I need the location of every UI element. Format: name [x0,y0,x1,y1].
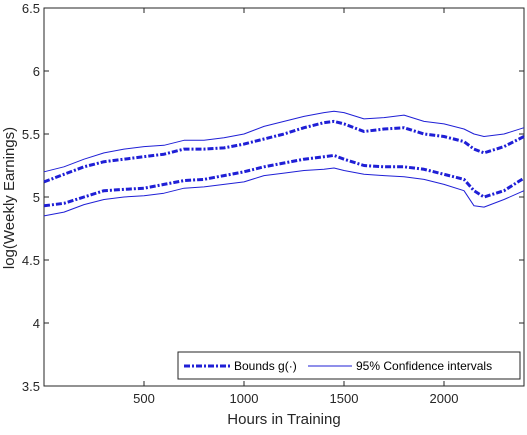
x-tick-label: 500 [133,391,155,406]
x-axis: 500 1000 1500 2000 [133,8,458,406]
x-axis-title: Hours in Training [227,411,340,428]
x-tick-label: 1000 [230,391,259,406]
plot-area [43,7,525,387]
y-axis: 3.5 4 4.5 5 5.5 6 6.5 [22,1,524,394]
y-tick-label: 5 [33,190,40,205]
series-line-lower-ci [43,167,525,217]
legend-label-bounds: Bounds g(·) [234,359,297,373]
x-tick-label: 2000 [430,391,459,406]
y-axis-title: log(Weekly Earnings) [1,127,18,269]
series-layer [43,110,525,217]
y-tick-label: 6.5 [22,1,40,16]
legend-label-ci: 95% Confidence intervals [356,359,492,373]
x-tick-label: 1500 [330,391,359,406]
series-line-upper-ci [43,110,525,173]
y-tick-label: 5.5 [22,127,40,142]
y-tick-label: 6 [33,64,40,79]
y-tick-label: 4 [33,316,40,331]
series-line-upper-bound [43,119,525,184]
y-tick-label: 4.5 [22,253,40,268]
y-tick-label: 3.5 [22,379,40,394]
legend: Bounds g(·) 95% Confidence intervals [177,351,521,380]
series-line-lower-bound [43,153,525,208]
